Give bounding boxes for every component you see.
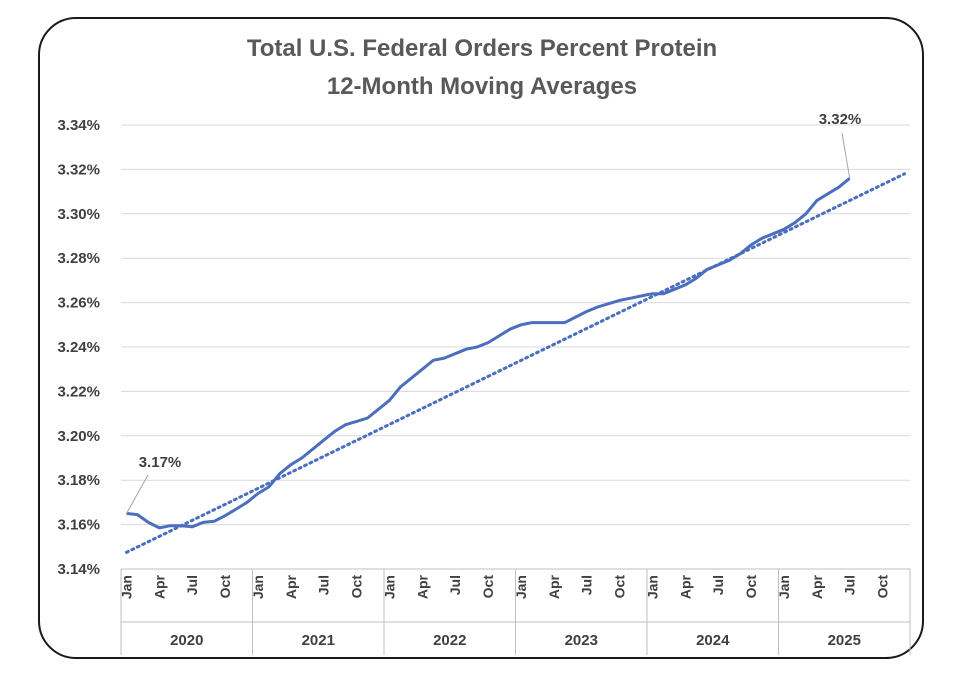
x-tick-label: Jan [513,575,529,599]
x-tick-label: Apr [283,574,299,599]
x-tick-label: Apr [546,574,562,599]
data-label: 3.17% [139,454,182,471]
x-tick-label: Jan [644,575,660,599]
year-label: 2020 [170,632,203,649]
y-axis: 3.14% 3.16% 3.18% 3.20% 3.22% 3.24% 3.26% 3.28%… [57,117,100,578]
year-label: 2022 [433,632,466,649]
trendline [124,172,907,554]
x-tick-label: Jan [250,575,266,599]
x-tick-label: Apr [151,574,167,599]
y-tick-label: 3.20% [57,428,100,445]
chart-subtitle: 12-Month Moving Averages [327,73,637,100]
year-label: 2021 [302,632,335,649]
x-tick-label: Oct [612,575,628,599]
x-tick-label: Jul [842,575,858,595]
x-tick-label: Oct [875,575,891,599]
x-tick-label: Apr [809,574,825,599]
x-tick-label: Jul [316,575,332,595]
year-label: 2025 [828,632,861,649]
y-tick-label: 3.26% [57,295,100,312]
x-axis: Jan Apr Jul Oct 2020 Jan Apr Jul Oct 2021 Jan Apr Ju… [118,568,911,655]
annotation-leader [126,474,149,514]
x-tick-label: Oct [217,575,233,599]
y-tick-label: 3.18% [57,472,100,489]
annotation-leader [841,132,851,179]
year-label: 2023 [565,632,598,649]
y-tick-label: 3.14% [57,561,100,578]
y-tick-label: 3.32% [57,161,100,178]
data-label: 3.32% [819,111,862,128]
x-tick-label: Apr [414,574,430,599]
chart-title: Total U.S. Federal Orders Percent Protei… [247,35,717,62]
x-tick-label: Jul [447,575,463,595]
x-tick-label: Jan [118,575,134,599]
gridlines [121,124,910,570]
x-tick-label: Oct [349,575,365,599]
x-tick-label: Jul [184,575,200,595]
chart-frame [38,17,924,659]
x-tick-label: Oct [480,575,496,599]
y-tick-label: 3.34% [57,117,100,134]
moving-average-line [126,177,851,530]
x-tick-label: Jan [776,575,792,599]
y-tick-label: 3.22% [57,383,100,400]
y-tick-label: 3.28% [57,250,100,267]
series-layer [124,172,907,554]
y-tick-label: 3.16% [57,517,100,534]
x-tick-label: Jul [710,575,726,595]
y-tick-label: 3.30% [57,206,100,223]
year-label: 2024 [696,632,730,649]
x-tick-label: Oct [743,575,759,599]
x-tick-label: Jan [381,575,397,599]
x-tick-label: Apr [677,574,693,599]
x-tick-label: Jul [579,575,595,595]
annotations: 3.17% 3.32% [126,111,861,514]
y-tick-label: 3.24% [57,339,100,356]
